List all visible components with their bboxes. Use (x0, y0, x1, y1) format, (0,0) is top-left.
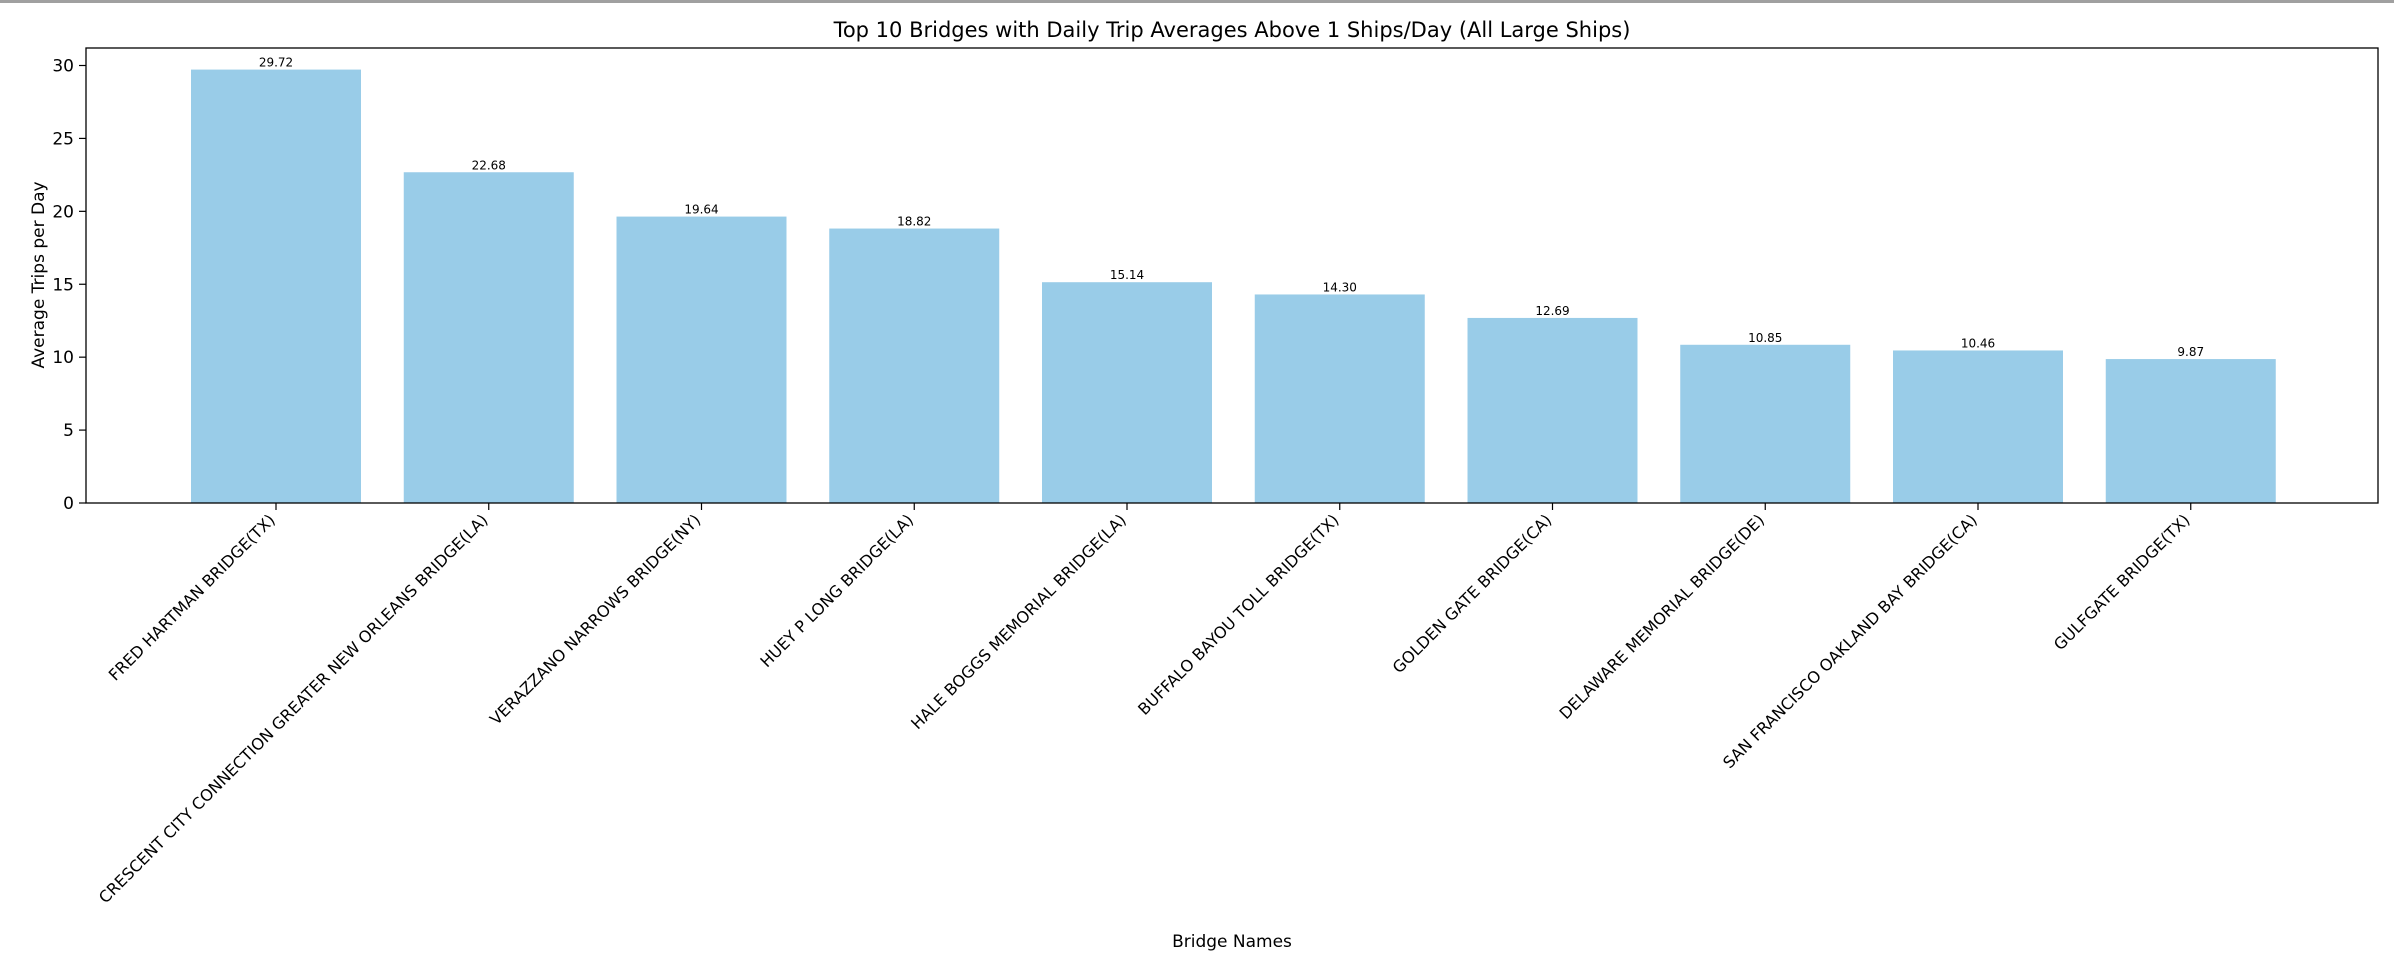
y-tick-label: 25 (52, 129, 74, 149)
bar-value-label: 12.69 (1535, 304, 1569, 318)
x-tick-label: DELAWARE MEMORIAL BRIDGE(DE) (1555, 510, 1768, 723)
y-tick-label: 15 (52, 275, 74, 295)
bar-value-label: 10.46 (1961, 336, 1995, 350)
bar-value-label: 19.64 (684, 203, 718, 217)
bar-value-label: 29.72 (259, 56, 293, 70)
x-tick-label: GULFGATE BRIDGE(TX) (2050, 510, 2194, 654)
y-tick-label: 0 (63, 494, 74, 514)
bar (1893, 350, 2063, 503)
y-axis: 0 5 10 15 20 25 30 (52, 57, 86, 514)
bar-value-label: 22.68 (472, 158, 506, 172)
bar (1042, 282, 1212, 503)
bar (1680, 344, 1851, 503)
bar-value-label: 15.14 (1110, 268, 1144, 282)
x-tick-label: HUEY P LONG BRIDGE(LA) (756, 510, 917, 671)
bar (1254, 294, 1425, 503)
bar (616, 216, 787, 504)
y-tick-label: 5 (63, 421, 74, 441)
bars-group (191, 69, 2276, 504)
bar (403, 172, 574, 503)
bar (829, 228, 1000, 503)
bar (1467, 317, 1638, 503)
chart-title: Top 10 Bridges with Daily Trip Averages … (833, 18, 1631, 42)
bar (191, 69, 361, 503)
plot-frame (85, 47, 2379, 504)
y-tick-label: 20 (52, 202, 74, 222)
y-tick-label: 10 (52, 348, 74, 368)
x-tick-label: FRED HARTMAN BRIDGE(TX) (105, 510, 279, 684)
x-axis: FRED HARTMAN BRIDGE(TX)CRESCENT CITY CON… (95, 503, 2194, 907)
x-axis-label: Bridge Names (1172, 932, 1292, 952)
x-tick-label: VERAZZANO NARROWS BRIDGE(NY) (486, 510, 704, 728)
bar-value-label: 18.82 (897, 215, 931, 229)
bar-value-label: 14.30 (1323, 280, 1357, 294)
y-tick-label: 30 (52, 57, 74, 77)
bar-value-label: 9.87 (2177, 345, 2204, 359)
y-axis-label: Average Trips per Day (29, 181, 49, 368)
x-tick-label: HALE BOGGS MEMORIAL BRIDGE(LA) (907, 510, 1130, 733)
x-tick-label: BUFFALO BAYOU TOLL BRIDGE(TX) (1134, 510, 1342, 718)
x-tick-label: CRESCENT CITY CONNECTION GREATER NEW ORL… (95, 510, 492, 907)
bar-value-label: 10.85 (1748, 331, 1782, 345)
bar (2105, 359, 2276, 503)
x-tick-label: GOLDEN GATE BRIDGE(CA) (1389, 510, 1556, 677)
x-tick-label: SAN FRANCISCO OAKLAND BAY BRIDGE(CA) (1719, 510, 1981, 772)
data-labels-group: 29.72 22.68 19.64 18.82 15.14 14.30 12.69 10.85… (259, 56, 2204, 359)
window-top-border (0, 0, 2394, 3)
